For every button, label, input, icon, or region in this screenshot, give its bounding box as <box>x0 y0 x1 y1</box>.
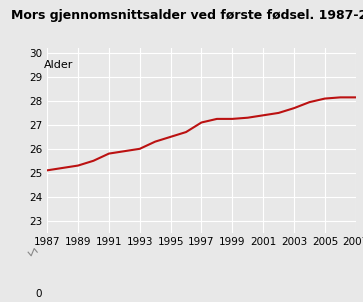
Text: Alder: Alder <box>44 60 73 70</box>
Text: Mors gjennomsnittsalder ved første fødsel. 1987-2007: Mors gjennomsnittsalder ved første fødse… <box>11 9 363 22</box>
